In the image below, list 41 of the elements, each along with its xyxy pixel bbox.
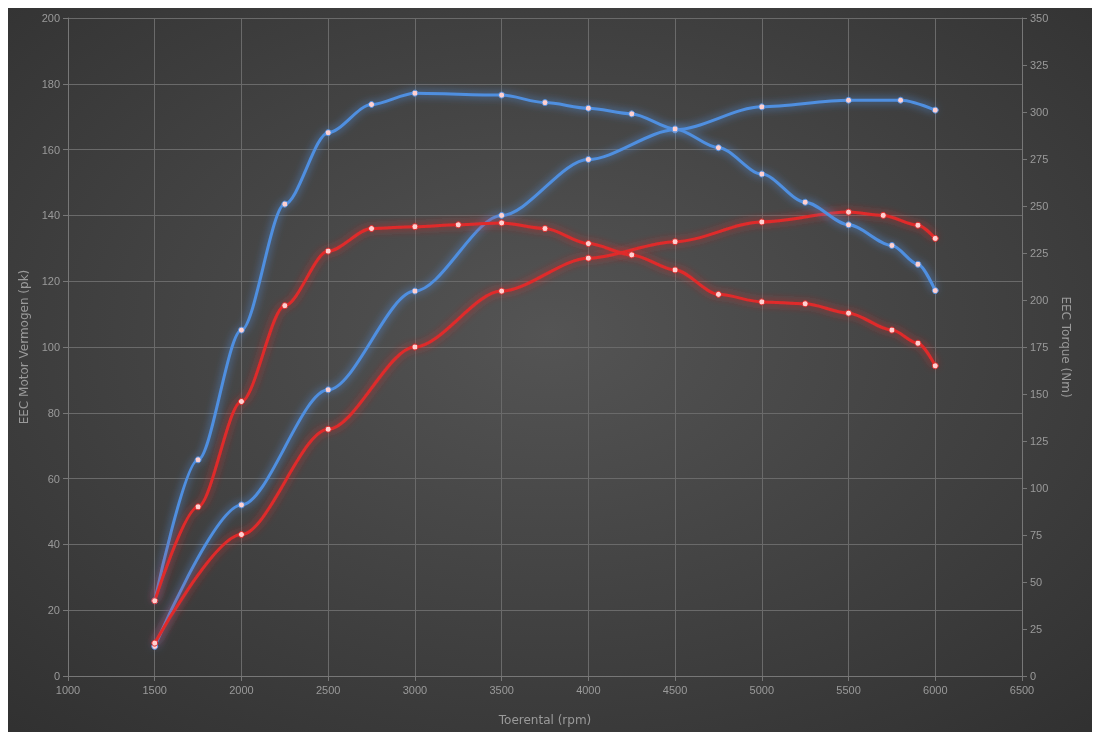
x-tick-label: 4000	[576, 683, 601, 696]
x-tick-label: 3000	[402, 683, 428, 696]
y-tick-label: 80	[47, 406, 60, 419]
x-tick-label: 5500	[836, 683, 861, 696]
y2-axis-title: EEC Torque (Nm)	[1059, 296, 1073, 398]
x-tick-label: 1000	[55, 683, 81, 696]
y-tick-label: 60	[47, 472, 60, 485]
y2-tick-label: 0	[1030, 670, 1037, 682]
y-tick-label: 0	[53, 670, 60, 682]
y-tick-label: 20	[47, 604, 60, 617]
x-tick-label: 4500	[662, 683, 688, 696]
y2-tick-label: 250	[1030, 200, 1049, 212]
y2-tick-label: 100	[1030, 482, 1049, 494]
y-tick-label: 120	[41, 275, 60, 288]
x-tick-label: 6500	[1009, 683, 1035, 696]
x-tick-label: 2500	[315, 683, 341, 696]
y-tick-label: 100	[41, 341, 60, 353]
y2-tick-label: 300	[1030, 106, 1049, 118]
y2-tick-label: 350	[1030, 12, 1049, 24]
y2-tick-label: 200	[1030, 294, 1049, 306]
y-tick-label: 180	[41, 77, 60, 90]
y-tick-label: 200	[41, 12, 60, 24]
x-tick-label: 3500	[489, 683, 514, 696]
y2-tick-label: 75	[1030, 529, 1043, 541]
y2-tick-label: 225	[1030, 247, 1049, 259]
y-tick-label: 140	[41, 209, 60, 222]
y2-tick-label: 50	[1030, 576, 1043, 588]
y2-tick-label: 275	[1030, 153, 1049, 165]
y-axis-title: EEC Motor Vermogen (pk)	[17, 269, 31, 425]
x-tick-label: 2000	[229, 683, 254, 696]
y-tick-label: 40	[47, 538, 60, 551]
y-tick-label: 160	[41, 143, 60, 156]
y2-tick-label: 175	[1030, 341, 1049, 353]
x-tick-label: 6000	[923, 683, 948, 696]
x-tick-label: 1500	[142, 683, 167, 696]
x-tick-label: 5000	[749, 683, 775, 696]
y2-tick-label: 150	[1030, 388, 1049, 400]
y2-tick-label: 125	[1030, 435, 1049, 447]
y2-tick-label: 325	[1030, 59, 1049, 71]
y2-tick-label: 25	[1030, 623, 1043, 635]
x-axis-title: Toerental (rpm)	[497, 713, 592, 727]
